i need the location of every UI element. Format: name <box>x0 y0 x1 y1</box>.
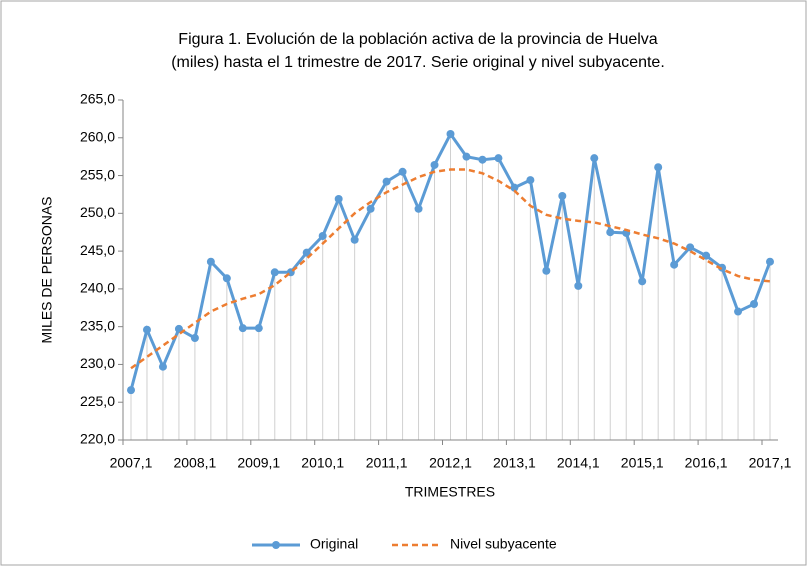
y-tick-label: 235,0 <box>80 317 115 333</box>
y-tick-label: 255,0 <box>80 166 115 182</box>
y-tick-label: 240,0 <box>80 280 115 296</box>
point <box>478 155 487 164</box>
point <box>190 334 199 342</box>
x-tick-label: 2011,1 <box>366 455 408 471</box>
x-tick-label: 2009,1 <box>237 455 280 471</box>
point <box>558 191 567 200</box>
legend-marker <box>272 541 280 549</box>
y-tick-label: 265,0 <box>80 91 115 107</box>
point <box>606 228 615 237</box>
series-line <box>130 168 771 370</box>
x-tick-label: 2007,1 <box>110 455 153 471</box>
point <box>574 281 583 290</box>
point <box>686 243 695 252</box>
y-tick-label: 230,0 <box>80 355 115 371</box>
legend-label: Nivel subyacente <box>450 536 557 552</box>
y-tick-label: 225,0 <box>80 393 115 409</box>
point <box>718 263 727 272</box>
point <box>670 260 679 269</box>
point <box>590 154 599 163</box>
point <box>366 204 375 213</box>
chart-title: (miles) hasta el 1 trimestre de 2017. Se… <box>171 54 665 71</box>
x-tick-label: 2013,1 <box>493 455 536 471</box>
point <box>127 386 135 395</box>
point <box>462 152 471 161</box>
point <box>222 274 231 283</box>
point <box>526 176 535 185</box>
point <box>334 194 343 203</box>
point <box>238 324 247 333</box>
point <box>510 183 519 192</box>
point <box>142 325 151 334</box>
point <box>382 177 391 186</box>
point <box>174 324 183 333</box>
y-tick-label: 250,0 <box>80 204 115 220</box>
point <box>446 130 455 138</box>
point <box>654 163 663 172</box>
point <box>398 167 407 176</box>
x-tick-label: 2016,1 <box>685 455 728 471</box>
y-tick-label: 245,0 <box>80 242 115 258</box>
x-axis-label: TRIMESTRES <box>405 484 495 500</box>
x-tick-label: 2012,1 <box>429 455 472 471</box>
point <box>750 300 759 308</box>
chart-title: Figura 1. Evolución de la población acti… <box>178 31 658 48</box>
point <box>494 154 503 163</box>
point <box>318 232 327 240</box>
point <box>158 362 167 371</box>
x-tick-label: 2015,1 <box>621 455 664 471</box>
point <box>254 324 263 333</box>
point <box>766 257 774 266</box>
x-tick-label: 2014,1 <box>557 455 600 471</box>
point <box>734 307 743 316</box>
legend-label: Original <box>310 536 358 552</box>
point <box>206 257 215 266</box>
y-tick-label: 260,0 <box>80 128 115 144</box>
y-tick-label: 220,0 <box>80 431 115 447</box>
point <box>414 204 423 213</box>
y-axis-label: MILES DE PERSONAS <box>39 196 55 343</box>
point <box>302 248 311 257</box>
point <box>638 277 647 286</box>
point <box>350 235 359 244</box>
x-tick-label: 2017,1 <box>749 455 792 471</box>
point <box>542 266 551 275</box>
point <box>270 268 279 277</box>
x-tick-label: 2008,1 <box>173 455 216 471</box>
point <box>430 160 439 169</box>
x-tick-label: 2010,1 <box>301 455 344 471</box>
